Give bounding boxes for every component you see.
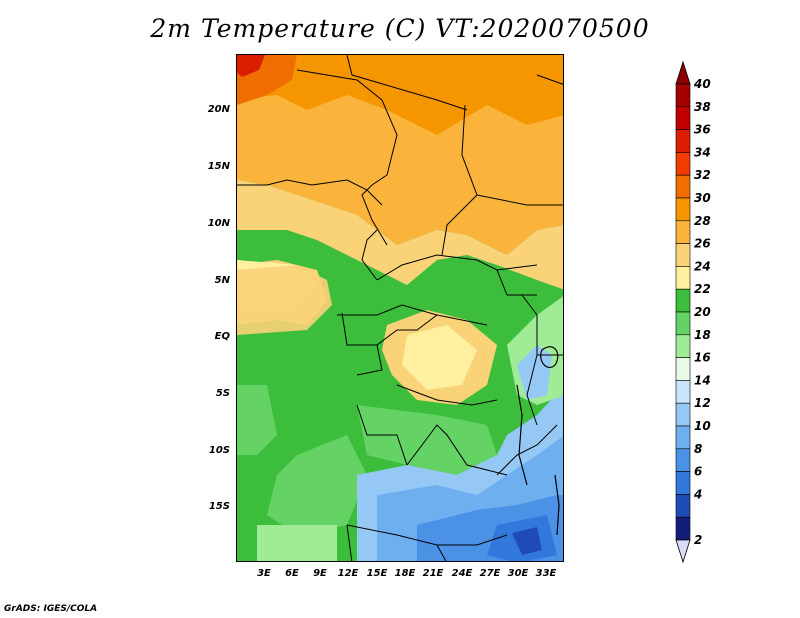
legend-bottom-arrow [675, 539, 691, 564]
lat-label-5S: 5S [215, 388, 230, 399]
footer-credit: GrADS: IGES/COLA [4, 604, 98, 614]
lat-label-15S: 15S [208, 501, 230, 512]
legend-swatch [675, 334, 691, 358]
legend-swatch [675, 220, 691, 244]
legend-label: 38 [694, 100, 711, 114]
lon-label-6E: 6E [285, 568, 299, 579]
legend-swatch [675, 448, 691, 472]
lon-label-27E: 27E [479, 568, 501, 579]
lat-label-15N: 15N [207, 161, 230, 172]
legend-label: 14 [694, 373, 711, 387]
lon-label-24E: 24E [451, 568, 473, 579]
legend-label: 18 [694, 328, 711, 342]
legend-label: 2 [694, 533, 702, 547]
chart-title: 2m Temperature (C) VT:2020070500 [150, 14, 650, 43]
legend-label: 6 [694, 465, 702, 479]
legend-label: 22 [694, 282, 711, 296]
lon-label-21E: 21E [422, 568, 444, 579]
legend-label: 36 [694, 123, 711, 137]
lon-label-12E: 12E [337, 568, 359, 579]
legend-label: 34 [694, 145, 711, 159]
lat-label-10N: 10N [207, 218, 230, 229]
lon-label-9E: 9E [313, 568, 327, 579]
legend-label: 12 [694, 396, 711, 410]
lon-label-18E: 18E [394, 568, 416, 579]
legend-swatch [675, 311, 691, 336]
legend-label: 20 [694, 305, 711, 319]
legend-swatch [675, 129, 691, 153]
legend-label: 32 [694, 168, 711, 182]
legend-swatch [675, 152, 691, 176]
legend-swatch [675, 516, 691, 541]
legend-swatch [675, 357, 691, 381]
legend-label: 24 [694, 259, 711, 273]
legend-swatch [675, 494, 691, 518]
lon-label-15E: 15E [366, 568, 388, 579]
map-field [237, 55, 563, 561]
legend-label: 4 [693, 487, 702, 501]
legend-label: 26 [694, 237, 711, 251]
legend-label: 10 [694, 419, 711, 433]
legend-swatch [675, 174, 691, 199]
lon-label-30E: 30E [507, 568, 529, 579]
legend-label: 30 [694, 191, 711, 205]
legend-label: 28 [694, 214, 711, 228]
legend-label: 8 [694, 442, 702, 456]
legend-swatch [675, 471, 691, 495]
legend-top-arrow [675, 60, 691, 85]
lon-label-3E: 3E [257, 568, 271, 579]
legend-label: 16 [694, 351, 711, 365]
lon-label-33E: 33E [535, 568, 557, 579]
legend-swatch [675, 197, 691, 222]
legend-swatch [675, 402, 691, 427]
legend-swatch [675, 425, 691, 450]
temperature-map [236, 54, 564, 562]
lat-label-20N: 20N [207, 104, 230, 115]
legend-swatch [675, 380, 691, 404]
legend-label: 40 [693, 77, 711, 91]
lat-label-EQ: EQ [214, 331, 230, 342]
legend-swatch [675, 266, 691, 290]
legend-swatch [675, 288, 691, 313]
legend-swatch [675, 106, 691, 130]
lat-label-10S: 10S [208, 445, 230, 456]
legend-swatch [675, 83, 691, 108]
legend-swatch [675, 243, 691, 267]
lat-label-5N: 5N [214, 275, 230, 286]
